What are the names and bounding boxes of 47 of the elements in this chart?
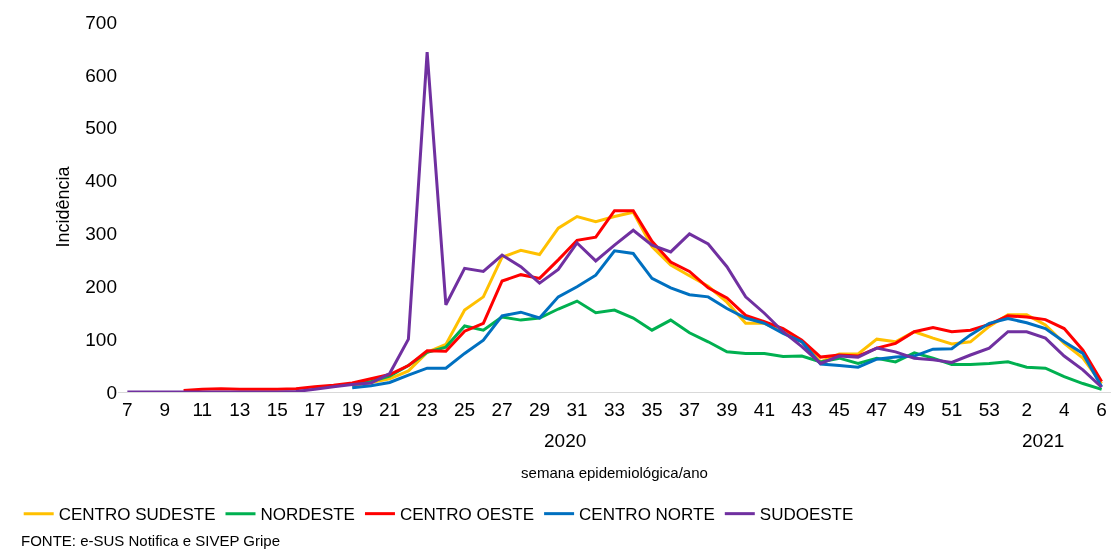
x-tick-label: 9 (159, 398, 171, 420)
x-tick-label: 35 (641, 398, 663, 420)
x-tick-label: 11 (192, 398, 213, 420)
x-tick-label: 47 (866, 398, 888, 420)
legend-label: CENTRO OESTE (399, 505, 535, 525)
y-tick-label: 200 (85, 275, 117, 297)
x-tick-label: 53 (978, 398, 1000, 420)
x-tick-label: 49 (903, 398, 925, 420)
x-tick-label: 51 (941, 398, 963, 420)
x-tick-label: 41 (753, 398, 775, 420)
x-tick-label: 45 (828, 398, 850, 420)
y-tick-label: 500 (85, 117, 117, 139)
x-tick-label: 4 (1058, 398, 1070, 420)
y-tick-label: 100 (85, 328, 117, 350)
x-tick-label: 23 (416, 398, 438, 420)
text: 2020 (544, 430, 587, 451)
x-tick-label: 29 (528, 398, 551, 420)
x-tick-label: 19 (341, 398, 363, 420)
x-tick-label: 37 (678, 398, 701, 420)
x-tick-label: 15 (266, 398, 288, 420)
x-tick-label: 21 (379, 398, 401, 420)
x-tick-label: 17 (304, 398, 326, 420)
y-tick-label: 700 (85, 11, 117, 33)
line-series (125, 50, 1104, 392)
y-axis-title: Incidência (53, 165, 74, 248)
y-tick-label: 400 (85, 170, 117, 192)
x-tick-label: 39 (716, 398, 738, 420)
x-tick-label: 43 (791, 398, 813, 420)
x-tick-label: 6 (1096, 398, 1107, 420)
x-tick-label: 31 (566, 398, 588, 420)
x-tick-label: 25 (454, 398, 476, 420)
legend-label: CENTRO SUDESTE (58, 505, 216, 525)
y-tick-label: 300 (85, 223, 117, 245)
line-series (350, 249, 1104, 390)
source-note: FONTE: e-SUS Notifica e SIVEP Gripe (21, 532, 280, 549)
x-tick-label: 27 (491, 398, 513, 420)
x-tick-label: 13 (229, 398, 251, 420)
x-tick-label: 2 (1021, 398, 1032, 420)
x-axis-title: semana epidemiológica/ano (521, 463, 708, 481)
x-tick-label: 33 (603, 398, 626, 420)
text: 2021 (1022, 430, 1065, 451)
y-tick-label: 0 (106, 381, 117, 403)
x-tick-label: 7 (122, 398, 133, 420)
legend-label: NORDESTE (260, 505, 355, 525)
y-tick-label: 600 (85, 64, 117, 86)
legend-label: CENTRO NORTE (579, 505, 715, 525)
legend-label: SUDOESTE (759, 505, 854, 525)
